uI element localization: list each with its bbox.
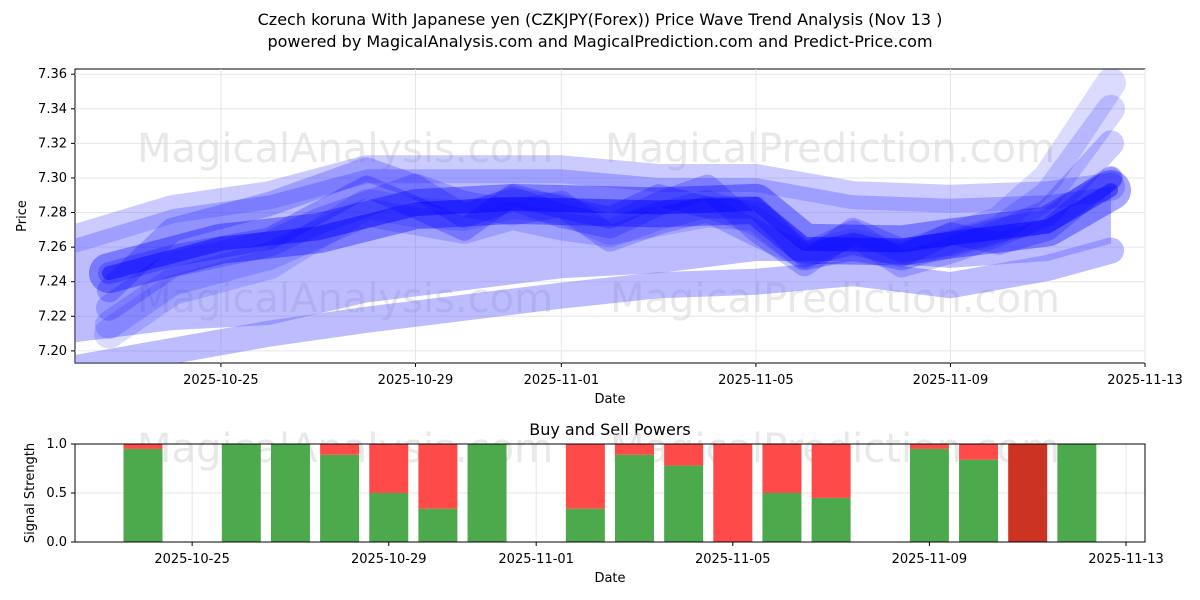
buy-bar <box>565 508 605 542</box>
buy-bar <box>418 508 458 542</box>
price-wave-5 <box>95 94 1125 339</box>
price-band-upper <box>75 169 1111 343</box>
price-wave-main <box>89 170 1131 294</box>
price-y-ticks: 7.20 7.22 7.24 7.26 7.28 7.30 7.32 7.34 7.36 <box>38 67 75 359</box>
watermark-analysis-2: MagicalAnalysis.com <box>137 276 553 322</box>
price-y-tick-label: 7.28 <box>38 206 67 221</box>
price-wave-4 <box>96 130 1124 321</box>
buy-bar <box>123 448 163 542</box>
price-series-clipped <box>75 69 1131 363</box>
price-wave-2 <box>98 167 1122 285</box>
price-y-tick-label: 7.22 <box>38 309 67 324</box>
buy-sell-title: Buy and Sell Powers <box>529 420 691 439</box>
price-y-axis-label: Price <box>15 200 30 232</box>
sell-bar <box>418 444 458 509</box>
price-y-tick-label: 7.34 <box>38 102 67 117</box>
price-wave-6 <box>94 69 1126 349</box>
price-y-tick-label: 7.26 <box>38 240 67 255</box>
buy-sell-x-ticks: 2025-10-25 2025-10-29 2025-11-01 2025-11-05… <box>154 542 1164 567</box>
price-band-top <box>75 155 1125 253</box>
buy-sell-y-axis-label: Signal Strength <box>23 443 38 543</box>
price-y-tick-label: 7.30 <box>38 171 67 186</box>
sell-bar <box>909 444 949 449</box>
price-x-axis-label: Date <box>594 392 625 407</box>
price-chart-watermark: MagicalAnalysis.com MagicalPrediction.co… <box>137 126 1060 322</box>
chart-title-line1: Czech koruna With Japanese yen (CZKJPY(F… <box>257 10 943 29</box>
sell-bar <box>664 444 704 466</box>
price-y-tick-label: 7.20 <box>38 344 67 359</box>
buy-sell-y-tick-label: 1.0 <box>46 437 67 452</box>
price-wave-chart: MagicalAnalysis.com MagicalPrediction.co… <box>15 67 1183 407</box>
sell-bar <box>811 444 851 498</box>
buy-sell-y-tick-label: 0.5 <box>46 486 67 501</box>
buy-bar <box>615 454 654 542</box>
price-x-tick-label: 2025-11-05 <box>718 373 794 388</box>
sell-bar <box>369 444 409 493</box>
buy-sell-x-tick-label: 2025-10-25 <box>154 552 230 567</box>
price-x-ticks: 2025-10-25 2025-10-29 2025-11-01 2025-11-05… <box>183 363 1183 388</box>
sell-bar <box>762 444 802 493</box>
price-x-tick-label: 2025-10-29 <box>378 373 454 388</box>
price-x-tick-label: 2025-10-25 <box>183 373 259 388</box>
watermark-prediction-2: MagicalPrediction.com <box>610 276 1060 322</box>
price-chart-grid <box>75 69 1146 363</box>
buy-bar <box>1057 444 1097 542</box>
price-x-tick-label: 2025-11-01 <box>524 373 600 388</box>
sell-bar <box>123 444 163 449</box>
sell-bar <box>959 444 999 460</box>
price-band-lower <box>75 237 1124 363</box>
sell-bar <box>1008 444 1048 542</box>
price-wave-3 <box>97 157 1123 303</box>
price-x-tick-label: 2025-11-09 <box>913 373 989 388</box>
buy-bar <box>811 497 851 542</box>
price-wave-core <box>102 183 1118 281</box>
buy-sell-x-axis-label: Date <box>594 571 625 586</box>
buy-bar <box>467 444 507 542</box>
sell-bar <box>615 444 654 455</box>
price-y-tick-label: 7.24 <box>38 275 67 290</box>
buy-sell-y-ticks: 0.0 0.5 1.0 <box>46 437 75 550</box>
buy-bar <box>270 444 310 542</box>
buy-bar <box>909 448 949 542</box>
watermark-prediction: MagicalPrediction.com <box>605 126 1055 172</box>
buy-sell-x-tick-label: 2025-11-05 <box>695 552 771 567</box>
price-x-tick-label: 2025-11-13 <box>1107 373 1183 388</box>
buy-sell-y-tick-label: 0.0 <box>46 535 67 550</box>
watermark-analysis: MagicalAnalysis.com <box>137 126 553 172</box>
buy-sell-x-tick-label: 2025-11-13 <box>1088 552 1164 567</box>
buy-sell-x-tick-label: 2025-10-29 <box>351 552 427 567</box>
buy-bar <box>221 444 261 542</box>
buy-sell-x-tick-label: 2025-11-09 <box>892 552 968 567</box>
sell-bar <box>565 444 605 509</box>
price-y-tick-label: 7.36 <box>38 67 67 82</box>
buy-bar <box>664 465 704 542</box>
buy-sell-bars <box>123 444 1097 542</box>
buy-sell-x-tick-label: 2025-11-01 <box>498 552 574 567</box>
buy-bar <box>369 493 409 542</box>
buy-bar <box>959 459 999 542</box>
buy-sell-chart: Buy and Sell Powers MagicalAnalysis.com … <box>23 420 1164 586</box>
price-y-tick-label: 7.32 <box>38 136 67 151</box>
sell-bar <box>320 444 360 455</box>
sell-bar <box>713 444 753 542</box>
chart-title-line2: powered by MagicalAnalysis.com and Magic… <box>267 32 933 51</box>
buy-bar <box>320 454 360 542</box>
price-series-group <box>75 69 1131 363</box>
buy-bar <box>762 493 802 542</box>
